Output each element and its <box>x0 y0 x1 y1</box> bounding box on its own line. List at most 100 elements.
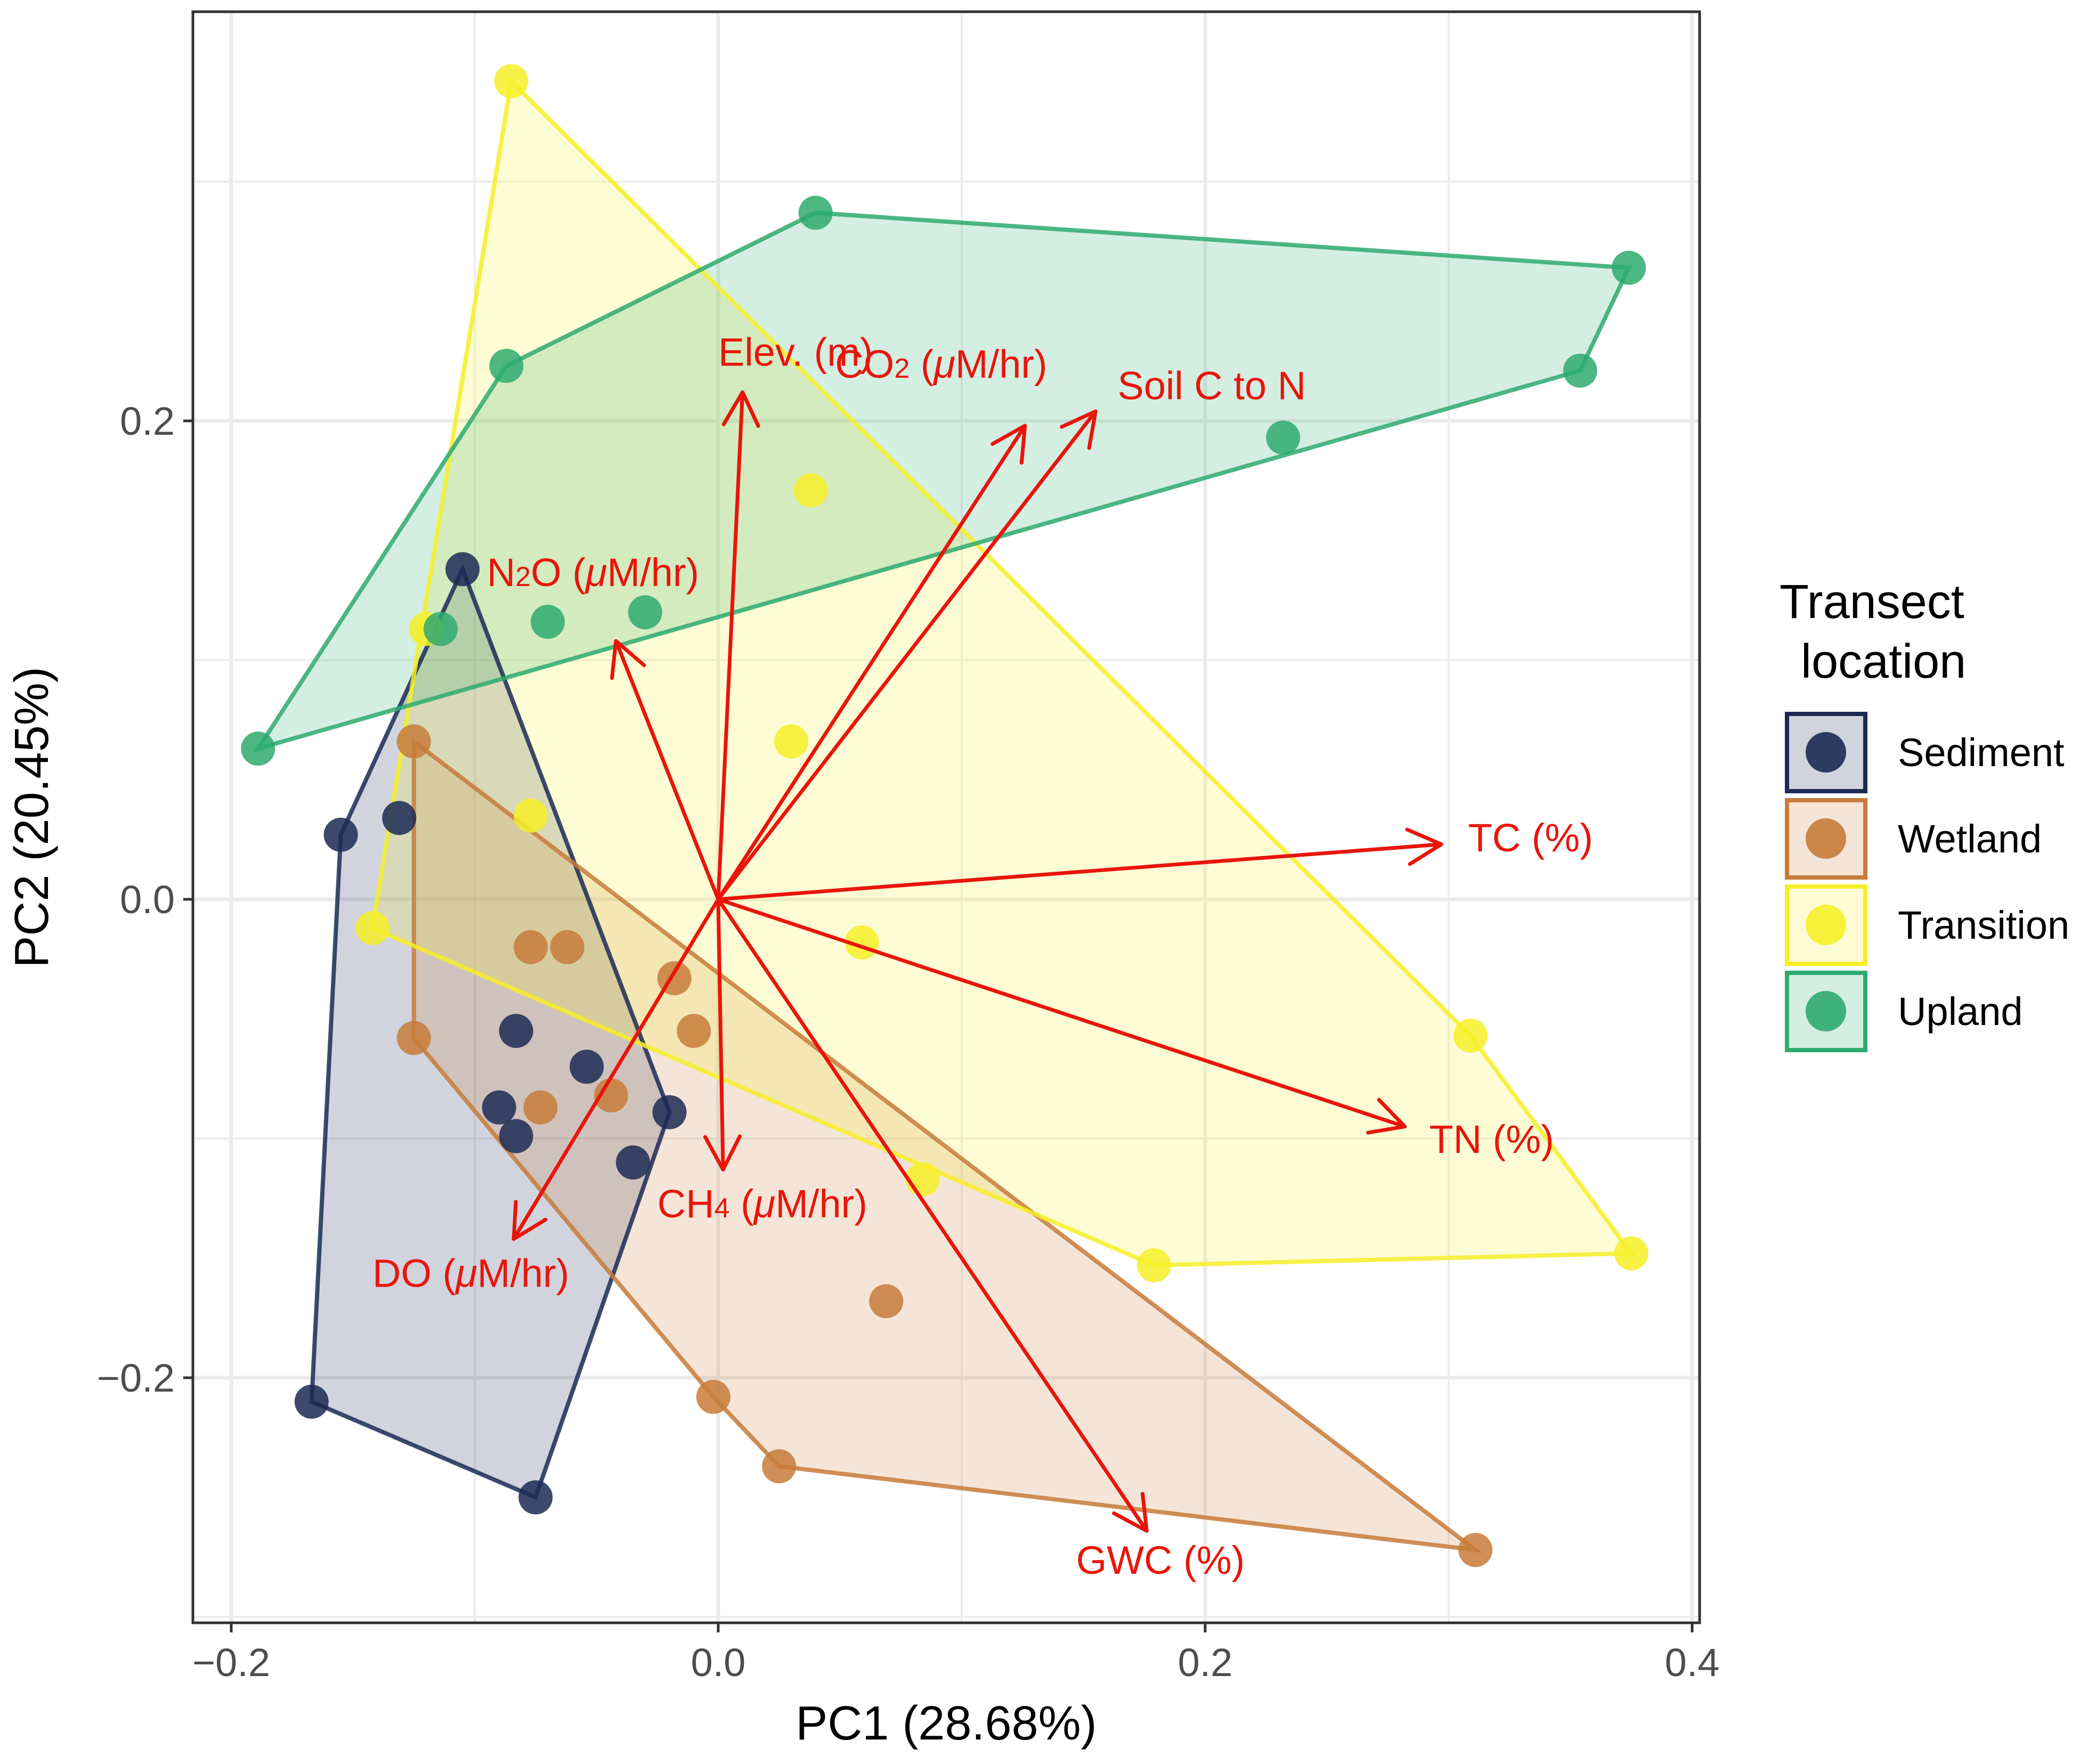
point-transition-0 <box>494 64 529 99</box>
point-wetland-3 <box>550 930 584 964</box>
legend-key-point <box>1806 991 1846 1031</box>
point-transition-9 <box>1453 1018 1488 1053</box>
loading-arrowhead <box>1405 827 1443 866</box>
hull-fill-upland <box>258 213 1629 749</box>
axis-ticks: −0.2 0.0 0.2 0.4 −0.2 0.0 0.2 <box>97 399 1720 1685</box>
legend-item-sediment: Sediment <box>1785 712 2065 793</box>
loading-arrowhead <box>610 639 646 680</box>
loading-line <box>614 640 720 900</box>
loading-vector-3: N2O (μM/hr) <box>487 550 720 900</box>
x-axis-title: PC1 (28.68%) <box>795 1697 1096 1750</box>
loading-vectors: Elev. (m)CO2 (μM/hr) Soil C to N N2O (μM/h… <box>372 330 1593 1582</box>
y-tick-label-2: 0.2 <box>120 399 175 443</box>
y-tick-label-0: −0.2 <box>97 1356 175 1400</box>
loading-vector-8: GWC (%) <box>717 898 1245 1582</box>
point-upland-1 <box>1612 250 1646 285</box>
point-sediment-1 <box>382 801 417 835</box>
loading-label-8: GWC (%) <box>1076 1538 1245 1582</box>
loading-line <box>718 842 1442 901</box>
x-tick-label-2: 0.2 <box>1178 1640 1233 1685</box>
legend-key-point <box>1806 818 1846 859</box>
legend-item-wetland: Wetland <box>1785 798 2042 880</box>
loading-line <box>717 410 1098 901</box>
point-transition-3 <box>774 724 809 759</box>
point-transition-1 <box>793 473 828 508</box>
loading-line <box>717 425 1027 900</box>
loading-vector-5: TN (%) <box>717 897 1554 1161</box>
legend-title-line-1: Transect <box>1780 575 1964 629</box>
loading-line <box>716 392 745 900</box>
point-upland-6 <box>628 595 662 630</box>
point-upland-5 <box>531 605 565 639</box>
point-sediment-8 <box>570 1050 604 1084</box>
point-transition-4 <box>514 798 548 833</box>
point-transition-7 <box>905 1162 940 1197</box>
grid-lines <box>193 12 1700 1623</box>
point-wetland-6 <box>523 1090 558 1125</box>
point-sediment-4 <box>518 1480 553 1515</box>
loading-label-4: TC (%) <box>1468 816 1593 860</box>
point-upland-8 <box>241 731 275 766</box>
loading-vector-1: CO2 (μM/hr) <box>717 342 1047 900</box>
loading-label-5: TN (%) <box>1429 1117 1554 1161</box>
hull-outline-transition <box>370 77 1636 1267</box>
hull-outline-sediment <box>309 564 672 1500</box>
loading-line <box>512 898 720 1240</box>
loading-arrowhead <box>721 390 760 428</box>
loading-label-3: N2O (μM/hr) <box>487 550 699 595</box>
point-sediment-6 <box>482 1090 516 1125</box>
point-transition-5 <box>355 911 390 945</box>
loading-label-1: CO2 (μM/hr) <box>835 342 1047 386</box>
loading-label-2: Soil C to N <box>1117 364 1306 408</box>
loading-vector-6: CH4 (μM/hr) <box>657 899 867 1226</box>
y-tick-label-1: 0.0 <box>120 877 175 922</box>
point-upland-0 <box>798 196 833 230</box>
point-wetland-0 <box>396 724 431 759</box>
loading-vector-0: Elev. (m) <box>716 330 873 900</box>
point-sediment-0 <box>323 817 358 852</box>
point-sediment-5 <box>499 1013 533 1048</box>
point-sediment-10 <box>616 1145 651 1180</box>
legend-key-point <box>1806 732 1846 773</box>
legend-label: Wetland <box>1898 817 2042 861</box>
point-wetland-7 <box>594 1078 628 1113</box>
legend-label: Upland <box>1898 989 2023 1034</box>
point-wetland-5 <box>677 1013 711 1048</box>
loading-arrowhead <box>1060 409 1098 450</box>
legend-item-upland: Upland <box>1785 971 2023 1052</box>
x-tick-label-1: 0.0 <box>691 1640 746 1685</box>
hull-outline-upland <box>253 210 1632 752</box>
panel-border <box>191 10 1701 1624</box>
loading-arrowhead <box>1112 1492 1149 1533</box>
point-transition-8 <box>1137 1248 1172 1282</box>
loading-arrowhead <box>703 1134 742 1172</box>
point-wetland-10 <box>762 1449 797 1484</box>
point-wetland-9 <box>696 1379 730 1414</box>
point-transition-10 <box>1614 1236 1648 1271</box>
x-tick-label-3: 0.4 <box>1665 1640 1720 1685</box>
loading-label-7: DO (μM/hr) <box>372 1251 569 1295</box>
point-wetland-8 <box>869 1284 904 1319</box>
point-wetland-1 <box>396 1021 431 1055</box>
y-axis-title: PC2 (20.45%) <box>5 666 59 968</box>
loading-label-0: Elev. (m) <box>718 330 873 375</box>
loading-arrowhead <box>1366 1098 1407 1135</box>
point-upland-4 <box>489 348 524 383</box>
point-upland-7 <box>424 612 458 646</box>
hull-outline-wetland <box>411 737 1483 1554</box>
legend-title-line-2: location <box>1801 635 1966 688</box>
loading-arrowhead <box>990 424 1027 465</box>
loading-line <box>716 899 725 1170</box>
legend-item-transition: Transition <box>1785 884 2069 966</box>
point-sediment-3 <box>294 1384 329 1419</box>
point-sediment-2 <box>445 552 480 587</box>
x-tick-label-0: −0.2 <box>192 1640 270 1685</box>
loading-vector-4: TC (%) <box>718 816 1593 901</box>
loading-vector-7: DO (μM/hr) <box>372 898 720 1295</box>
legend-label: Sediment <box>1898 730 2065 775</box>
point-upland-3 <box>1266 420 1301 455</box>
loading-label-6: CH4 (μM/hr) <box>657 1182 867 1226</box>
loading-arrowhead <box>511 1200 548 1241</box>
legend-label: Transition <box>1898 903 2069 947</box>
